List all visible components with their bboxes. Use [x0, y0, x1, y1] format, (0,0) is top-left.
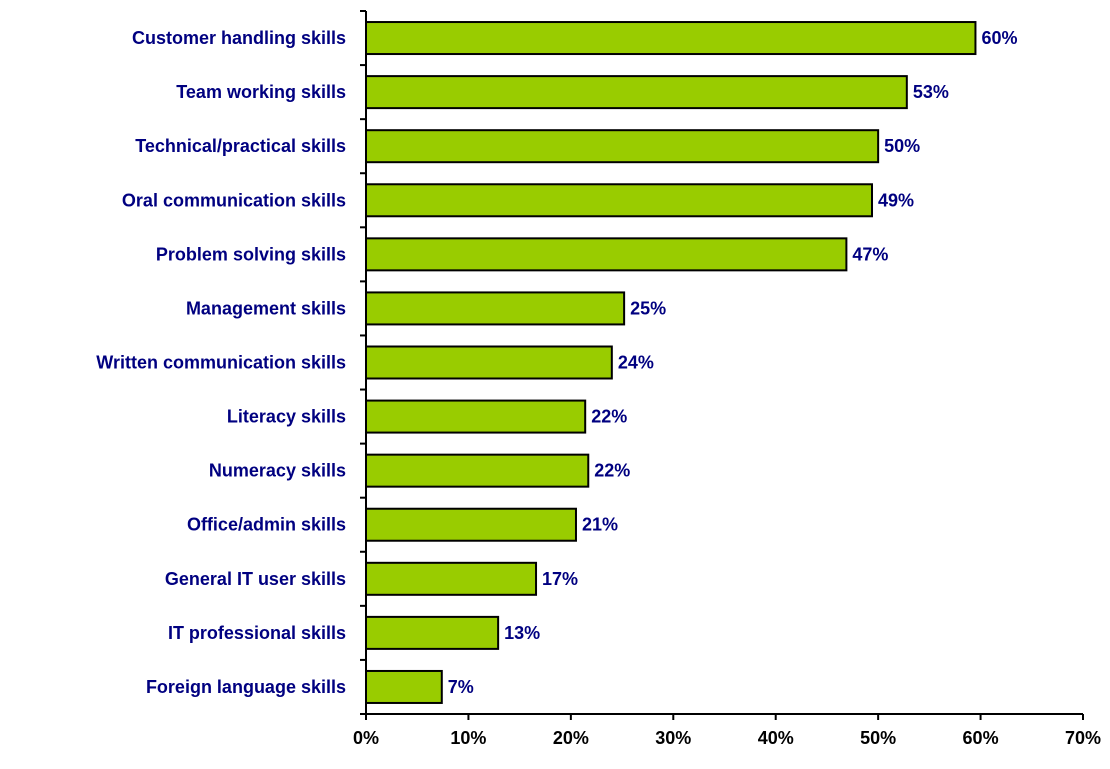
- category-label: Team working skills: [176, 82, 346, 102]
- category-label: General IT user skills: [165, 569, 346, 589]
- x-tick-label: 70%: [1065, 728, 1101, 748]
- x-tick-label: 30%: [655, 728, 691, 748]
- x-tick-label: 0%: [353, 728, 379, 748]
- bar: [365, 183, 873, 218]
- bar: [365, 561, 538, 596]
- bar: [365, 669, 443, 704]
- category-label: Foreign language skills: [146, 677, 346, 697]
- value-label: 22%: [591, 407, 627, 427]
- bar: [365, 237, 848, 272]
- bar: [365, 399, 587, 434]
- value-label: 21%: [582, 515, 618, 535]
- category-label: Oral communication skills: [122, 190, 346, 210]
- x-tick-label: 20%: [553, 728, 589, 748]
- category-label: Numeracy skills: [209, 461, 346, 481]
- x-tick-label: 50%: [860, 728, 896, 748]
- value-label: 17%: [542, 569, 578, 589]
- bar: [365, 75, 908, 110]
- category-label: Management skills: [186, 298, 346, 318]
- x-tick-label: 40%: [758, 728, 794, 748]
- bar: [365, 615, 500, 650]
- value-label: 13%: [504, 623, 540, 643]
- category-label: Customer handling skills: [132, 28, 346, 48]
- bar: [365, 345, 613, 380]
- bar: [365, 507, 577, 542]
- category-label: Technical/practical skills: [135, 136, 346, 156]
- value-label: 49%: [878, 190, 914, 210]
- x-tick-label: 60%: [963, 728, 999, 748]
- category-label: IT professional skills: [168, 623, 346, 643]
- x-tick-label: 10%: [450, 728, 486, 748]
- value-label: 53%: [913, 82, 949, 102]
- category-label: Written communication skills: [96, 353, 346, 373]
- bar: [365, 21, 977, 56]
- value-label: 60%: [981, 28, 1017, 48]
- category-label: Literacy skills: [227, 407, 346, 427]
- value-label: 7%: [448, 677, 474, 697]
- value-label: 24%: [618, 353, 654, 373]
- value-label: 22%: [594, 461, 630, 481]
- category-label: Office/admin skills: [187, 515, 346, 535]
- value-label: 50%: [884, 136, 920, 156]
- category-label: Problem solving skills: [156, 244, 346, 264]
- bar: [365, 291, 626, 326]
- bar: [365, 453, 590, 488]
- value-label: 25%: [630, 298, 666, 318]
- bar: [365, 129, 880, 164]
- value-label: 47%: [852, 244, 888, 264]
